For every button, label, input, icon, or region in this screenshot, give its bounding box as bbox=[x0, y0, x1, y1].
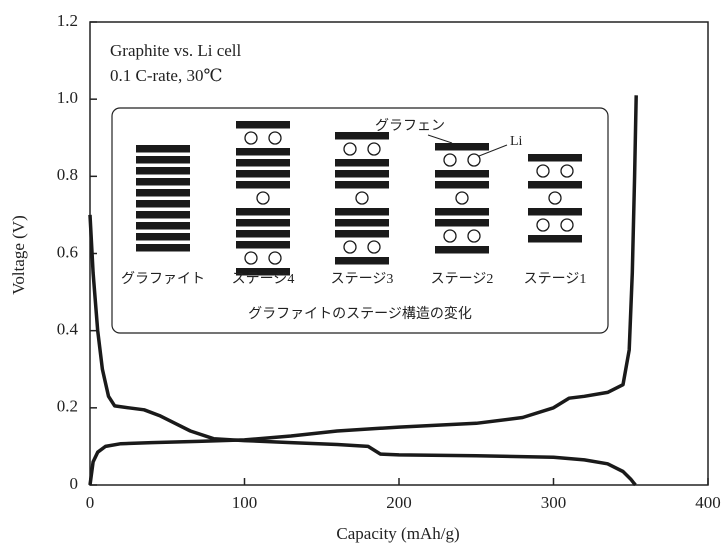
chart: Capacity (mAh/g) Voltage (V) Graphite vs… bbox=[0, 0, 726, 545]
graphene-layer bbox=[136, 167, 190, 175]
graphene-layer bbox=[236, 219, 290, 227]
graphene-layer bbox=[236, 241, 290, 249]
li-ion bbox=[344, 241, 356, 253]
graphene-layer bbox=[528, 235, 582, 243]
graphene-layer bbox=[335, 181, 389, 189]
graphene-layer bbox=[528, 154, 582, 162]
li-ion bbox=[269, 132, 281, 144]
li-label: Li bbox=[510, 134, 523, 149]
graphene-layer bbox=[435, 219, 489, 227]
x-tick-label: 0 bbox=[86, 493, 95, 512]
li-ion bbox=[468, 230, 480, 242]
li-ion bbox=[444, 230, 456, 242]
x-axis-label: Capacity (mAh/g) bbox=[336, 524, 459, 543]
li-ion bbox=[537, 165, 549, 177]
graphene-layer bbox=[528, 208, 582, 216]
inset-caption: グラファイトのステージ構造の変化 bbox=[248, 305, 472, 322]
graphene-layer bbox=[236, 121, 290, 129]
li-ion bbox=[537, 219, 549, 231]
li-ion bbox=[245, 252, 257, 264]
annotation: Graphite vs. Li cell bbox=[110, 41, 242, 60]
graphene-layer bbox=[136, 145, 190, 153]
li-ion bbox=[368, 143, 380, 155]
graphene-layer bbox=[335, 257, 389, 265]
graphene-layer bbox=[236, 148, 290, 156]
y-axis-label: Voltage (V) bbox=[9, 215, 28, 294]
y-tick-label: 1.0 bbox=[57, 88, 78, 107]
stage-label: グラファイト bbox=[121, 271, 205, 287]
li-ion bbox=[356, 192, 368, 204]
x-tick-label: 100 bbox=[232, 493, 258, 512]
graphene-layer bbox=[435, 170, 489, 178]
x-tick-label: 400 bbox=[695, 493, 721, 512]
graphene-layer bbox=[136, 233, 190, 241]
graphene-layer bbox=[236, 181, 290, 189]
graphene-layer bbox=[335, 159, 389, 167]
graphene-layer bbox=[136, 156, 190, 164]
y-tick-label: 0.8 bbox=[57, 165, 78, 184]
graphene-layer bbox=[435, 208, 489, 216]
graphene-layer bbox=[335, 208, 389, 216]
graphene-layer bbox=[136, 222, 190, 230]
li-ion bbox=[444, 154, 456, 166]
stage-label: ステージ3 bbox=[331, 272, 394, 287]
graphene-layer bbox=[435, 246, 489, 254]
graphene-layer bbox=[136, 189, 190, 197]
graphene-label: グラフェン bbox=[375, 118, 445, 134]
li-ion bbox=[468, 154, 480, 166]
graphene-layer bbox=[335, 230, 389, 238]
graphene-layer bbox=[435, 143, 489, 151]
stage-label: ステージ1 bbox=[524, 272, 587, 287]
graphene-layer bbox=[136, 178, 190, 186]
li-ion bbox=[549, 192, 561, 204]
graphene-layer bbox=[335, 219, 389, 227]
li-ion bbox=[269, 252, 281, 264]
li-ion bbox=[245, 132, 257, 144]
x-tick-label: 200 bbox=[386, 493, 412, 512]
li-ion bbox=[344, 143, 356, 155]
graphene-layer bbox=[136, 200, 190, 208]
y-tick-label: 1.2 bbox=[57, 11, 78, 30]
graphene-layer bbox=[236, 159, 290, 167]
graphene-layer bbox=[335, 170, 389, 178]
graphene-layer bbox=[236, 208, 290, 216]
graphene-layer bbox=[236, 230, 290, 238]
y-tick-label: 0 bbox=[70, 474, 79, 493]
y-tick-label: 0.6 bbox=[57, 242, 78, 261]
li-ion bbox=[456, 192, 468, 204]
graphene-layer bbox=[528, 181, 582, 189]
li-ion bbox=[257, 192, 269, 204]
graphene-layer bbox=[136, 244, 190, 252]
stage-label: ステージ4 bbox=[232, 272, 295, 287]
li-ion bbox=[561, 219, 573, 231]
graphene-layer bbox=[136, 211, 190, 219]
graphene-layer bbox=[435, 181, 489, 189]
annotation: 0.1 C-rate, 30℃ bbox=[110, 66, 223, 85]
y-tick-label: 0.4 bbox=[57, 320, 79, 339]
li-ion bbox=[368, 241, 380, 253]
graphene-layer bbox=[236, 170, 290, 178]
li-ion bbox=[561, 165, 573, 177]
y-tick-label: 0.2 bbox=[57, 397, 78, 416]
stage-label: ステージ2 bbox=[431, 272, 494, 287]
x-tick-label: 300 bbox=[541, 493, 567, 512]
